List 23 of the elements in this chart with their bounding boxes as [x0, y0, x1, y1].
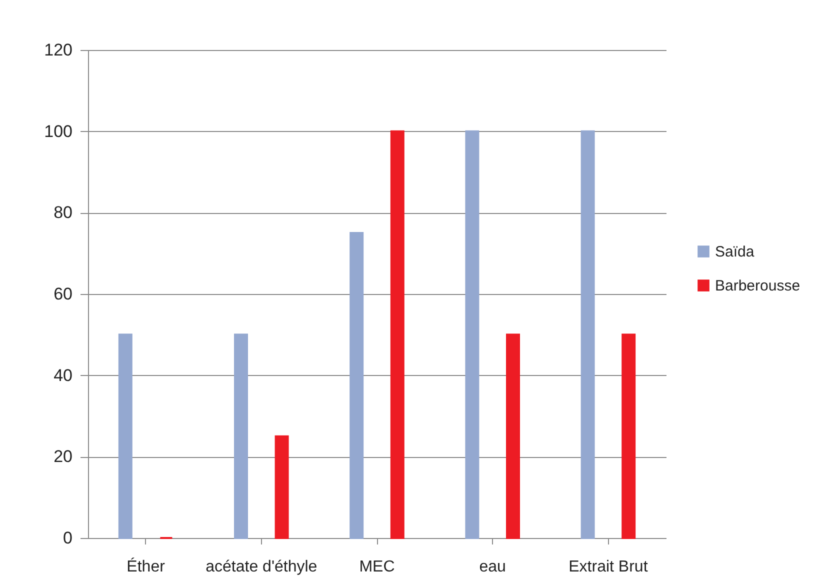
x-tick-label: MEC	[359, 558, 395, 576]
x-tick-label: acétate d'éthyle	[206, 558, 318, 576]
y-tick-label: 20	[54, 447, 72, 466]
y-tick-label: 60	[54, 284, 72, 304]
bar	[506, 334, 520, 539]
bar	[274, 435, 289, 539]
x-tick-label: Éther	[126, 558, 166, 576]
bar	[580, 130, 595, 539]
bar	[622, 334, 636, 539]
bar	[350, 232, 364, 539]
bar	[465, 130, 480, 539]
bar	[234, 334, 248, 539]
y-tick-label: 120	[44, 40, 72, 60]
y-tick-label: 40	[54, 366, 72, 385]
y-tick-label: 100	[44, 122, 72, 141]
y-tick-label: 0	[63, 528, 72, 548]
bar	[118, 334, 132, 539]
y-tick-label: 80	[54, 203, 72, 222]
x-tick-label: eau	[479, 558, 506, 576]
legend-label: Saïda	[715, 244, 755, 260]
bar	[390, 130, 404, 539]
legend-label: Barberousse	[715, 278, 800, 294]
x-tick-label: Extrait Brut	[568, 558, 648, 576]
